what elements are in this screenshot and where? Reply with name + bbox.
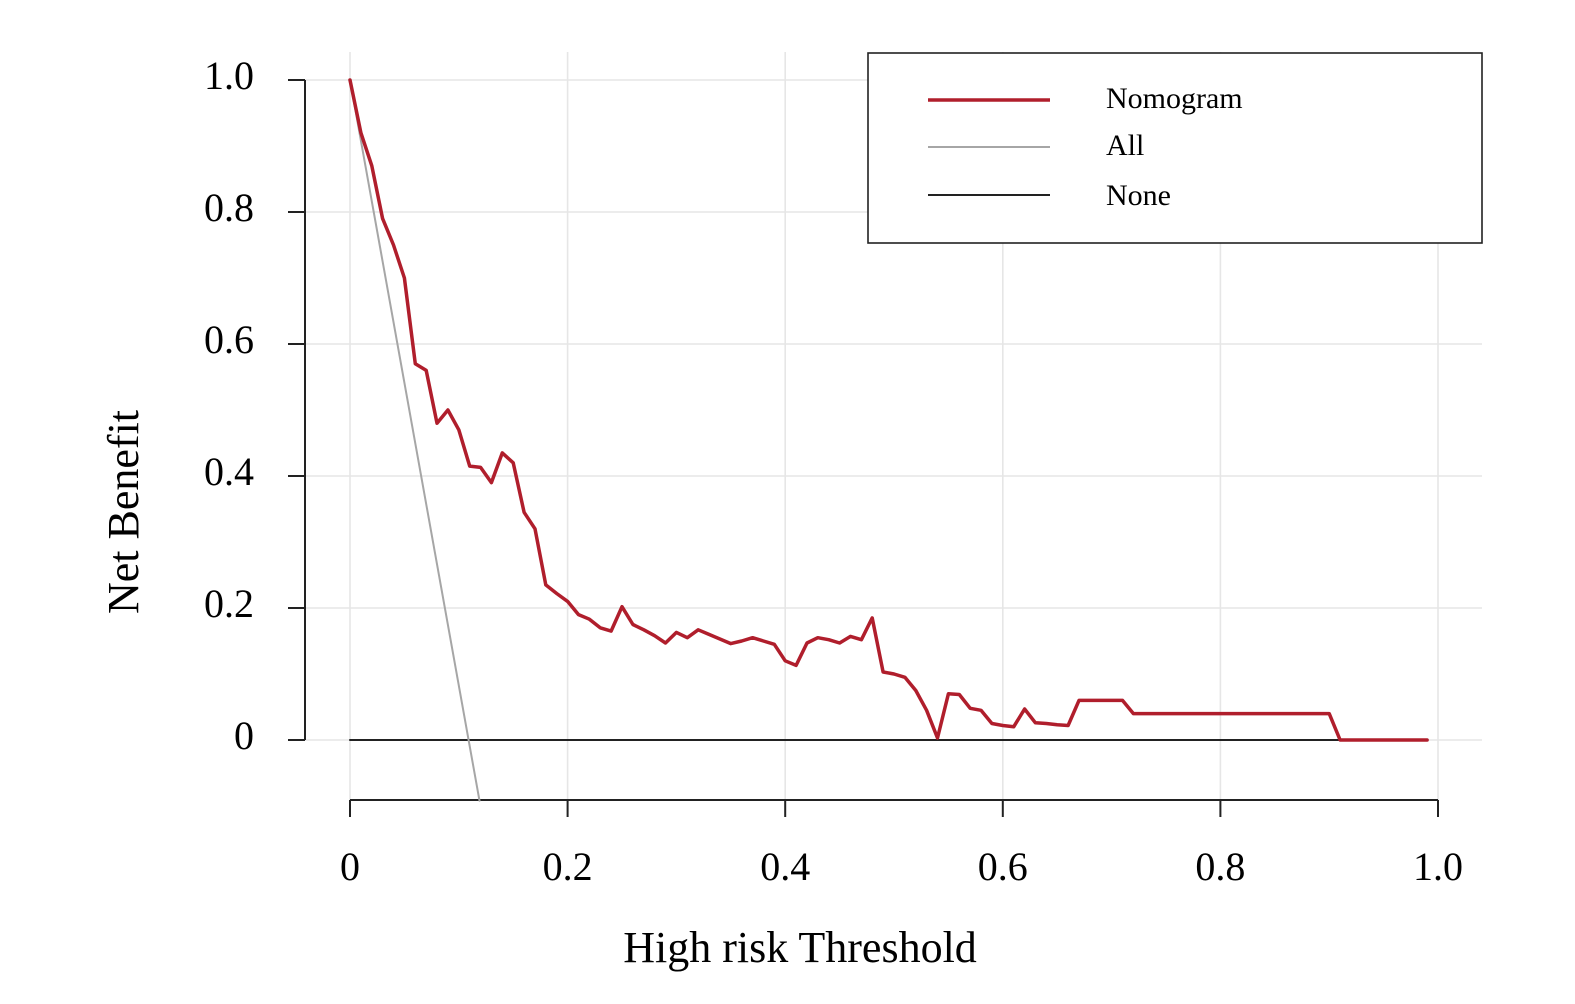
x-tick-label-1: 0.2 [543, 844, 593, 889]
series-lines [348, 78, 1429, 802]
x-axis-title: High risk Threshold [623, 923, 977, 972]
x-axis: 0 0.2 0.4 0.6 0.8 1.0 [340, 799, 1463, 889]
x-tick-label-2: 0.4 [760, 844, 810, 889]
series-line-all [349, 79, 481, 802]
y-tick-label-0: 0 [234, 713, 254, 758]
y-tick-label-2: 0.4 [204, 449, 254, 494]
y-tick-label-5: 1.0 [204, 53, 254, 98]
legend-label-all: All [1106, 129, 1144, 162]
y-tick-label-4: 0.8 [204, 185, 254, 230]
legend-label-none: None [1106, 179, 1171, 212]
y-tick-label-3: 0.6 [204, 317, 254, 362]
series-line-nomogram [348, 78, 1429, 742]
legend: Nomogram All None [867, 52, 1483, 244]
y-axis: 0 0.2 0.4 0.6 0.8 1.0 [204, 53, 306, 758]
legend-label-nomogram: Nomogram [1106, 82, 1243, 115]
x-tick-label-5: 1.0 [1413, 844, 1463, 889]
y-tick-label-1: 0.2 [204, 581, 254, 626]
y-axis-title: Net Benefit [99, 410, 148, 614]
x-tick-label-4: 0.8 [1195, 844, 1245, 889]
x-tick-label-0: 0 [340, 844, 360, 889]
x-tick-label-3: 0.6 [978, 844, 1028, 889]
